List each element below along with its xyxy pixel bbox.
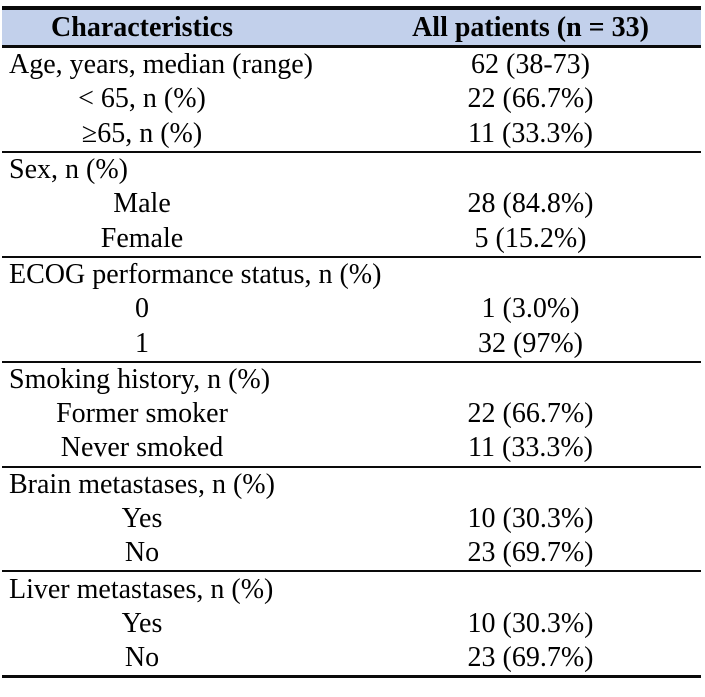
- table-row: No 23 (69.7%): [2, 536, 701, 570]
- row-label: Female: [100, 222, 184, 254]
- table-row: Sex, n (%): [2, 153, 701, 187]
- row-value: 5 (15.2%): [474, 222, 587, 254]
- table-header-row: Characteristics All patients (n = 33): [2, 10, 701, 48]
- row-label: Never smoked: [60, 432, 224, 464]
- row-label: < 65, n (%): [78, 83, 206, 115]
- row-label: Yes: [121, 503, 163, 534]
- table-row: Male 28 (84.8%): [2, 187, 701, 221]
- row-label: Former smoker: [56, 398, 228, 430]
- row-label: Age, years, median (range): [9, 49, 313, 81]
- row-value: 11 (33.3%): [468, 432, 593, 464]
- table-row: Never smoked 11 (33.3%): [2, 431, 701, 465]
- table-section: ECOG performance status, n (%) 0 1 (3.0%) 1…: [2, 255, 701, 361]
- table-bottom-rule: [2, 675, 701, 679]
- row-value: 28 (84.8%): [467, 188, 594, 220]
- table-body: Age, years, median (range) 62 (38-73) < 65…: [2, 48, 701, 675]
- table-row: ≥65, n (%) 11 (33.3%): [2, 117, 701, 151]
- row-value: 22 (66.7%): [467, 83, 594, 115]
- table-row: Yes 10 (30.3%): [2, 502, 701, 536]
- row-value: 23 (69.7%): [467, 642, 594, 674]
- table-row: 0 1 (3.0%): [2, 292, 701, 326]
- table-row: < 65, n (%) 22 (66.7%): [2, 82, 701, 116]
- row-value: 10 (30.3%): [467, 607, 594, 639]
- row-label: 0: [135, 293, 149, 325]
- table-row: Smoking history, n (%): [2, 363, 701, 397]
- table-row: ECOG performance status, n (%): [2, 258, 701, 292]
- row-label: Brain metastases, n (%): [9, 468, 275, 500]
- table-section: Sex, n (%) Male 28 (84.8%) Female 5 (15.2%): [2, 150, 701, 256]
- row-label: Liver metastases, n (%): [9, 573, 274, 605]
- table-row: No 23 (69.7%): [2, 641, 701, 675]
- row-label: Yes: [121, 607, 163, 639]
- row-label: Smoking history, n (%): [9, 363, 271, 395]
- row-label: Male: [113, 188, 171, 220]
- characteristics-table: Characteristics All patients (n = 33) Ag…: [2, 6, 701, 679]
- table-row: Female 5 (15.2%): [2, 221, 701, 255]
- row-value: 10 (30.3%): [467, 503, 594, 534]
- table-section: Liver metastases, n (%) Yes 10 (30.3%) No 23…: [2, 570, 701, 675]
- header-characteristics: Characteristics: [51, 11, 233, 43]
- row-value: 32 (97%): [478, 327, 583, 359]
- row-label: ≥65, n (%): [81, 117, 203, 149]
- table-row: Liver metastases, n (%): [2, 572, 701, 606]
- table-row: Brain metastases, n (%): [2, 468, 701, 502]
- row-value: 22 (66.7%): [467, 398, 594, 430]
- table-section: Age, years, median (range) 62 (38-73) < 65…: [2, 48, 701, 151]
- row-label: 1: [135, 327, 149, 359]
- table-row: Yes 10 (30.3%): [2, 607, 701, 641]
- table-row: 1 32 (97%): [2, 326, 701, 360]
- header-all-patients: All patients (n = 33): [412, 11, 649, 43]
- row-label: No: [124, 642, 160, 674]
- row-label: No: [124, 537, 160, 569]
- row-value: 62 (38-73): [471, 49, 590, 81]
- row-value: 1 (3.0%): [481, 293, 580, 325]
- row-label: ECOG performance status, n (%): [9, 258, 382, 290]
- row-label: Sex, n (%): [9, 154, 128, 186]
- table-row: Age, years, median (range) 62 (38-73): [2, 48, 701, 82]
- table-section: Smoking history, n (%) Former smoker 22 (6…: [2, 360, 701, 466]
- table-section: Brain metastases, n (%) Yes 10 (30.3%) No 23…: [2, 465, 701, 571]
- row-value: 11 (33.3%): [468, 117, 593, 149]
- table-row: Former smoker 22 (66.7%): [2, 397, 701, 431]
- row-value: 23 (69.7%): [467, 537, 594, 569]
- table-top-rule: [2, 6, 701, 10]
